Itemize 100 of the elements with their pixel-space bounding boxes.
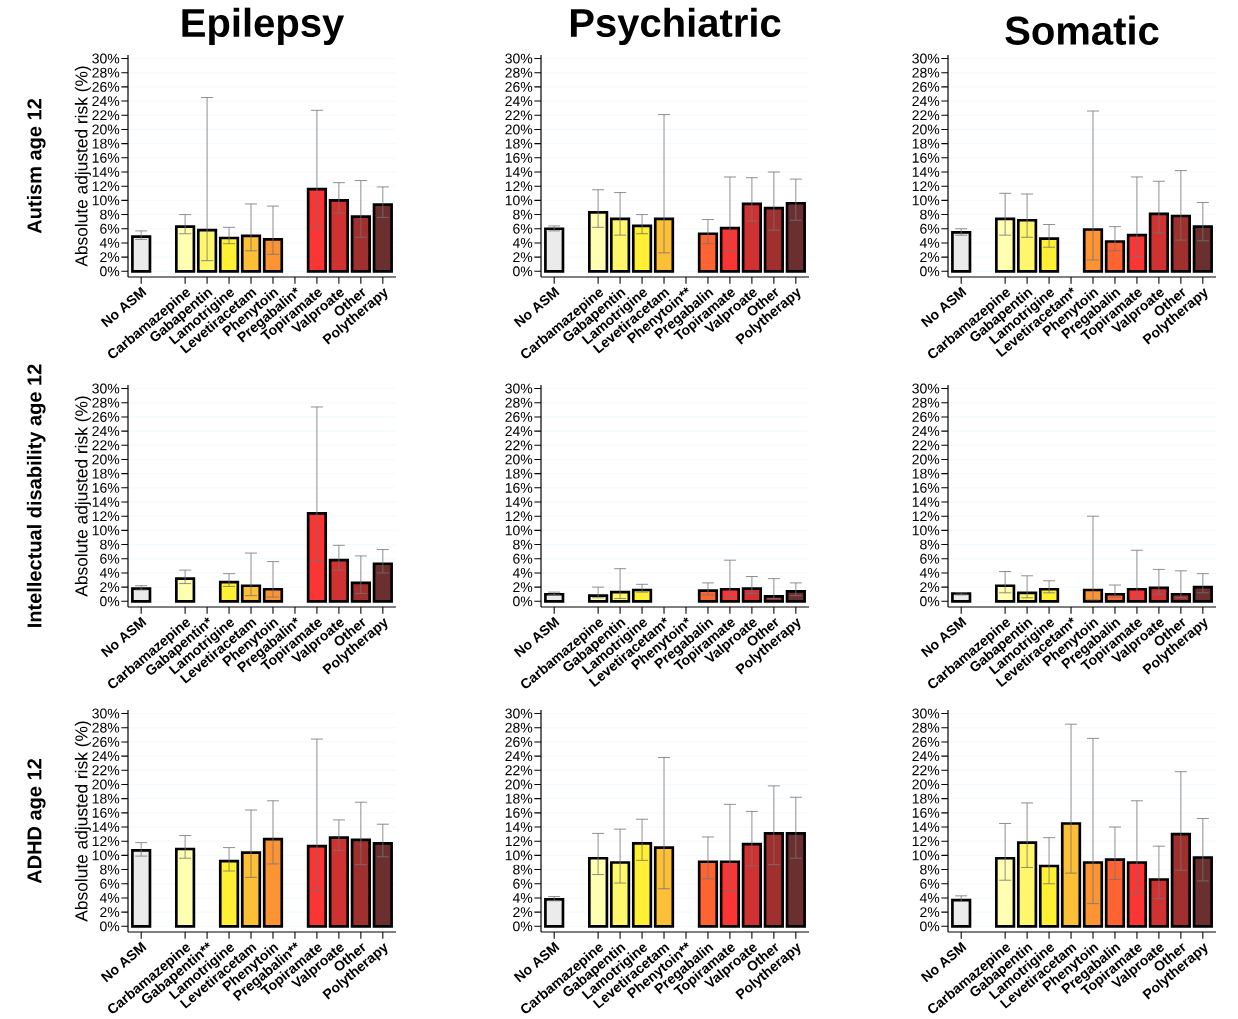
- y-tick-label: 20%: [505, 779, 533, 790]
- bar: [262, 237, 284, 273]
- bar: [785, 831, 806, 928]
- y-tick-label: 24%: [505, 751, 533, 761]
- y-tick-label: 2%: [513, 582, 533, 592]
- y-tick-label: 8%: [920, 209, 940, 220]
- bar: [951, 898, 972, 928]
- y-tick-label: 20%: [912, 454, 940, 465]
- bar: [697, 860, 719, 928]
- y-tick-label: 2%: [513, 252, 533, 262]
- bar: [609, 860, 631, 928]
- chart-title: Epilepsy: [182, 7, 345, 45]
- bar: [1170, 832, 1191, 928]
- bar: [719, 860, 741, 928]
- y-tick-label: 4%: [99, 892, 120, 903]
- y-tick-label: 20%: [505, 124, 533, 135]
- bar: [995, 217, 1016, 273]
- y-tick-label: 28%: [505, 722, 533, 733]
- y-tick-label: 6%: [920, 223, 940, 234]
- bar: [174, 577, 196, 603]
- bar: [218, 580, 240, 603]
- y-tick-label: 12%: [912, 836, 940, 846]
- y-tick-label: 16%: [505, 482, 533, 493]
- y-tick-label: 16%: [912, 807, 940, 818]
- bar: [131, 848, 152, 928]
- y-tick-label: 28%: [92, 397, 120, 408]
- y-tick-label: 10%: [912, 850, 940, 861]
- bar: [1148, 212, 1170, 273]
- y-tick-label: 30%: [505, 53, 533, 64]
- y-tick-label: 24%: [92, 751, 120, 761]
- y-tick-label: 2%: [513, 907, 533, 917]
- bar: [1192, 585, 1213, 603]
- y-tick-label: 20%: [505, 454, 533, 465]
- y-tick-label: 30%: [92, 708, 120, 719]
- y-tick-label: 12%: [92, 181, 120, 191]
- y-tick-label: 26%: [92, 81, 120, 92]
- y-tick-label: 30%: [505, 708, 533, 719]
- y-tick-label: 4%: [99, 237, 120, 248]
- bar: [544, 227, 565, 273]
- y-tick-label: 22%: [505, 440, 533, 451]
- y-tick-label: 0%: [513, 596, 533, 607]
- bar: [196, 228, 218, 273]
- y-tick-label: 28%: [505, 67, 533, 78]
- bar: [609, 217, 631, 273]
- bar: [240, 234, 262, 273]
- y-tick-label: 18%: [912, 138, 940, 149]
- bar: [1126, 233, 1148, 273]
- text: ADHD age 12: [27, 758, 46, 884]
- y-tick-label: 18%: [92, 793, 120, 804]
- y-tick-label: 22%: [92, 440, 120, 451]
- y-tick-label: 12%: [505, 181, 533, 191]
- text: Intellectual disability age 12: [26, 364, 46, 627]
- y-tick-label: 14%: [92, 821, 120, 832]
- y-tick-label: 2%: [100, 252, 120, 262]
- y-tick-label: 20%: [92, 124, 120, 135]
- y-tick-label: 8%: [513, 209, 533, 220]
- y-tick-label: 6%: [920, 553, 940, 564]
- bar: [174, 225, 196, 273]
- y-tick-label: 12%: [92, 836, 120, 846]
- y-tick-label: 4%: [919, 567, 940, 578]
- bar: [328, 836, 350, 928]
- y-tick-label: 30%: [505, 383, 533, 394]
- bar: [218, 859, 240, 928]
- y-tick-label: 24%: [912, 426, 940, 436]
- y-tick-label: 8%: [920, 539, 940, 550]
- bar: [588, 210, 609, 273]
- y-tick-label: 26%: [912, 81, 940, 92]
- y-tick-label: 10%: [912, 195, 940, 206]
- y-tick-label: 12%: [505, 511, 533, 521]
- y-tick-label: 18%: [912, 793, 940, 804]
- y-tick-label: 24%: [505, 96, 533, 106]
- bar: [1016, 841, 1038, 928]
- y-tick-label: 6%: [100, 553, 120, 564]
- y-tick-label: 14%: [505, 496, 533, 507]
- y-tick-label: 4%: [919, 237, 940, 248]
- y-tick-label: 10%: [505, 850, 533, 861]
- y-tick-label: 24%: [92, 426, 120, 436]
- bar: [1170, 214, 1191, 273]
- y-tick-label: 14%: [912, 821, 940, 832]
- y-tick-label: 14%: [92, 496, 120, 507]
- bar: [350, 215, 371, 273]
- y-tick-label: 26%: [912, 736, 940, 747]
- y-tick-label: 22%: [912, 440, 940, 451]
- y-axis-title: Absolute adjusted risk (%): [74, 396, 91, 597]
- y-tick-label: 14%: [912, 496, 940, 507]
- y-tick-label: 10%: [912, 525, 940, 536]
- bar: [631, 224, 653, 273]
- bar: [218, 236, 240, 273]
- y-tick-label: 8%: [100, 539, 120, 550]
- chart-title: Psychiatric: [570, 7, 781, 45]
- bar: [1060, 821, 1082, 928]
- y-tick-label: 18%: [912, 468, 940, 479]
- bar: [1126, 860, 1148, 928]
- y-tick-label: 24%: [92, 96, 120, 106]
- y-tick-label: 16%: [912, 152, 940, 163]
- bar: [372, 203, 393, 273]
- bar: [350, 581, 371, 603]
- y-tick-label: 4%: [512, 567, 533, 578]
- y-tick-label: 26%: [912, 411, 940, 422]
- y-tick-label: 28%: [92, 722, 120, 733]
